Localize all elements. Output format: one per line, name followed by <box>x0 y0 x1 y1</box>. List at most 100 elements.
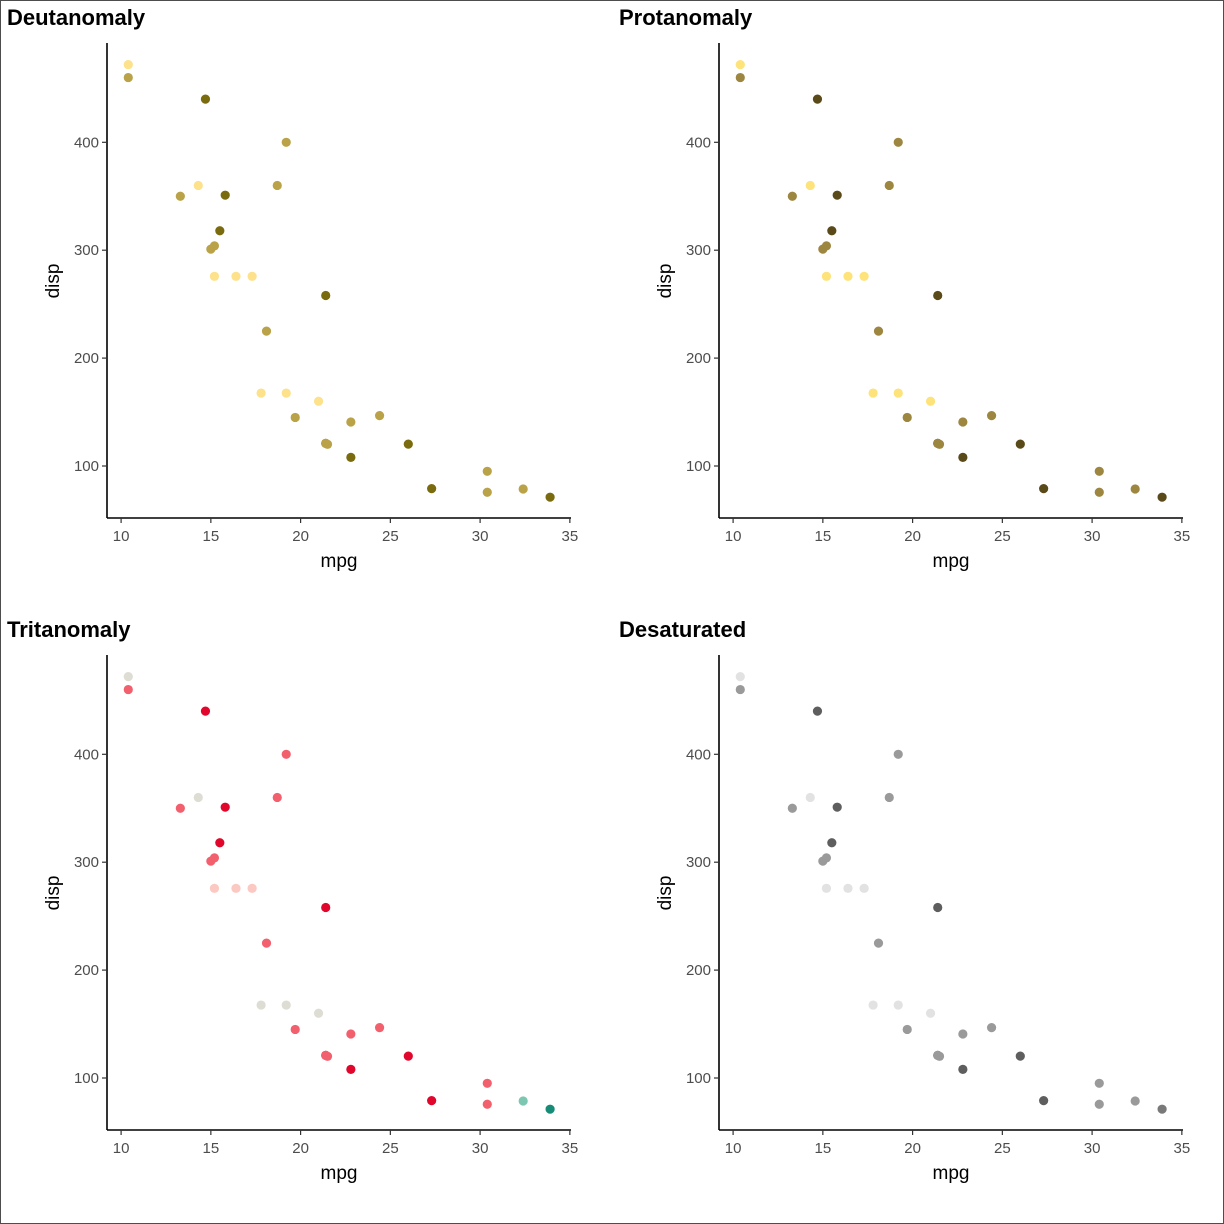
data-point <box>812 94 823 104</box>
data-point <box>735 672 745 682</box>
x-tick-label: 35 <box>562 528 579 545</box>
panel-deutanomaly: Deutanomaly 10 15 20 25 30 35 100 200 300 400 mpg di… <box>7 5 578 572</box>
x-axis-title: mpg <box>933 1163 970 1184</box>
points-layer <box>123 672 555 1114</box>
data-point <box>827 838 837 848</box>
data-point <box>272 792 282 803</box>
data-point <box>482 487 492 497</box>
y-tick-label: 100 <box>74 458 99 475</box>
data-point <box>374 411 385 421</box>
data-point <box>933 1050 943 1060</box>
data-point <box>925 1008 936 1018</box>
points-layer <box>123 60 555 502</box>
y-tick-label: 400 <box>74 746 99 763</box>
panel-desaturated: Desaturated 10 15 20 25 30 35 100 200 300 400 mpg di… <box>619 617 1190 1184</box>
data-point <box>859 271 869 281</box>
data-point <box>805 180 815 191</box>
data-point <box>215 838 225 848</box>
y-axis-title: disp <box>655 876 676 911</box>
y-tick-label: 200 <box>74 962 99 979</box>
data-point <box>735 684 745 695</box>
data-point <box>206 244 216 254</box>
data-point <box>1130 484 1140 494</box>
data-point <box>281 1000 291 1010</box>
x-tick-label: 25 <box>382 1140 399 1157</box>
data-point <box>902 1024 912 1035</box>
x-tick-label: 15 <box>815 528 832 545</box>
y-tick-label: 400 <box>74 134 99 151</box>
data-point <box>873 326 884 336</box>
panel-title: Desaturated <box>619 617 746 642</box>
data-point <box>281 388 291 398</box>
data-point <box>884 792 894 803</box>
data-point <box>958 1064 968 1074</box>
data-point <box>827 226 837 236</box>
data-point <box>1039 484 1049 494</box>
data-point <box>427 484 437 494</box>
panel-tritanomaly: Tritanomaly 10 15 20 25 30 35 100 200 300 400 mpg di… <box>7 617 578 1184</box>
x-tick-label: 15 <box>203 528 220 545</box>
data-point <box>313 1008 324 1018</box>
data-point <box>261 326 272 336</box>
data-point <box>261 938 272 948</box>
data-point <box>220 190 230 200</box>
y-tick-label: 100 <box>74 1070 99 1087</box>
y-tick-label: 200 <box>74 350 99 367</box>
panel-protanomaly: Protanomaly 10 15 20 25 30 35 100 200 300 400 mpg di… <box>619 5 1190 572</box>
data-point <box>893 749 903 759</box>
panel-title: Protanomaly <box>619 5 753 30</box>
data-point <box>482 1078 492 1088</box>
x-axis-title: mpg <box>321 551 358 572</box>
data-point <box>1157 492 1167 502</box>
data-point <box>1094 487 1104 497</box>
data-point <box>290 412 300 423</box>
data-point <box>482 1099 492 1109</box>
data-point <box>884 180 894 191</box>
x-tick-label: 25 <box>994 528 1011 545</box>
x-tick-label: 30 <box>1084 528 1101 545</box>
data-point <box>958 417 968 427</box>
x-tick-label: 25 <box>994 1140 1011 1157</box>
x-tick-label: 10 <box>725 528 742 545</box>
x-tick-label: 15 <box>815 1140 832 1157</box>
data-point <box>200 706 211 716</box>
data-point <box>1039 1096 1049 1106</box>
data-point <box>1015 1051 1025 1061</box>
y-axis-title: disp <box>43 264 64 299</box>
x-tick-label: 30 <box>1084 1140 1101 1157</box>
data-point <box>821 271 832 281</box>
data-point <box>518 484 528 494</box>
data-point <box>321 290 331 301</box>
data-point <box>175 191 185 201</box>
data-point <box>346 1029 356 1039</box>
data-point <box>893 388 903 398</box>
data-point <box>832 190 842 200</box>
data-point <box>374 1023 385 1033</box>
data-point <box>821 883 832 893</box>
data-point <box>200 94 211 104</box>
data-point <box>735 60 745 70</box>
data-point <box>123 684 133 695</box>
x-tick-label: 35 <box>562 1140 579 1157</box>
data-point <box>281 137 291 147</box>
points-layer <box>735 60 1167 502</box>
x-tick-label: 10 <box>113 528 130 545</box>
x-tick-label: 20 <box>292 1140 309 1157</box>
y-tick-label: 300 <box>74 242 99 259</box>
data-point <box>321 902 331 913</box>
x-axis-title: mpg <box>321 1163 358 1184</box>
data-point <box>215 226 225 236</box>
y-tick-label: 300 <box>686 242 711 259</box>
data-point <box>735 72 745 83</box>
y-tick-label: 300 <box>74 854 99 871</box>
data-point <box>893 1000 903 1010</box>
data-point <box>346 417 356 427</box>
data-point <box>1094 466 1104 476</box>
data-point <box>925 396 936 406</box>
y-tick-label: 400 <box>686 134 711 151</box>
x-tick-label: 20 <box>292 528 309 545</box>
x-tick-label: 15 <box>203 1140 220 1157</box>
data-point <box>175 803 185 813</box>
points-layer <box>735 672 1167 1114</box>
